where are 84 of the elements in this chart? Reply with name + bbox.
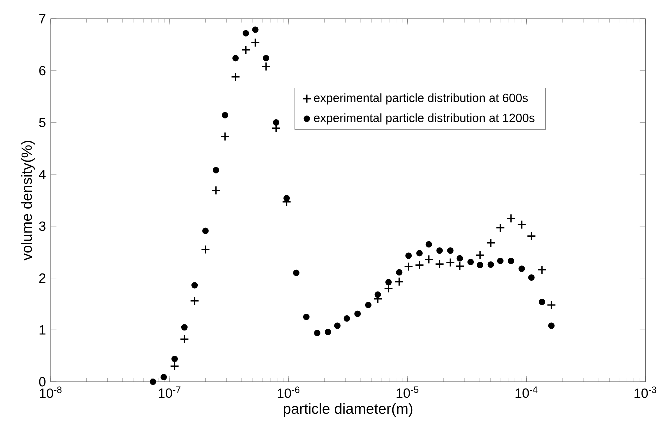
point [497, 258, 504, 264]
point [190, 296, 200, 306]
point [250, 38, 260, 48]
legend-label: experimental particle distribution at 600s [314, 94, 528, 105]
point [192, 282, 198, 289]
point [374, 292, 382, 298]
point [273, 120, 280, 126]
y-tick-label: 6 [40, 66, 46, 76]
point [477, 262, 484, 269]
point [426, 241, 432, 248]
point [526, 232, 536, 241]
point [181, 324, 188, 331]
point [170, 362, 180, 372]
point [508, 258, 514, 264]
point [468, 259, 474, 266]
point [394, 277, 404, 287]
point [222, 112, 228, 119]
point [201, 245, 210, 254]
x-tick-label: 10$^{-5}$ [396, 386, 419, 398]
point [212, 186, 221, 196]
point [231, 72, 240, 82]
point [528, 274, 535, 281]
point [354, 310, 362, 318]
y-tick-label: 4 [39, 170, 46, 180]
x-tick-label: 10$^{-8}$ [40, 386, 62, 398]
point [160, 374, 168, 381]
point [172, 356, 178, 362]
point [488, 262, 494, 268]
point [496, 223, 506, 233]
point [546, 300, 556, 310]
point [384, 284, 394, 294]
point [415, 260, 424, 270]
x-tick-label: 10$^{-3}$ [634, 386, 656, 398]
point [435, 260, 445, 269]
point [386, 279, 392, 286]
y-tick-label: 1 [40, 326, 46, 335]
point [303, 314, 310, 320]
point [396, 269, 403, 276]
point [202, 228, 209, 234]
point [539, 298, 546, 306]
point [424, 254, 434, 264]
point [406, 252, 412, 260]
point [314, 330, 321, 336]
y-axis-title: volume density(%) [21, 141, 36, 261]
point [324, 329, 332, 336]
point [365, 302, 372, 308]
point [446, 258, 456, 268]
point [436, 248, 444, 254]
point [263, 55, 270, 62]
x-tick-label: 10$^{-7}$ [159, 386, 181, 398]
y-tick-label: 3 [39, 222, 46, 232]
point [518, 266, 526, 272]
y-tick-label: 7 [40, 14, 46, 24]
point [284, 195, 290, 202]
point [150, 378, 156, 386]
point [232, 55, 239, 62]
point [293, 270, 300, 276]
point [242, 30, 250, 37]
point [344, 316, 350, 322]
point [213, 167, 220, 174]
y-tick-label: 0 [39, 377, 46, 387]
x-tick-label: 10$^{-4}$ [516, 386, 538, 398]
point [455, 262, 465, 272]
point [416, 250, 423, 257]
y-tick-label: 5 [39, 118, 46, 128]
point [506, 214, 516, 224]
point [180, 334, 190, 344]
point [456, 255, 464, 262]
point [262, 62, 271, 72]
point [220, 132, 230, 142]
point [447, 248, 454, 254]
point [252, 26, 259, 34]
point [334, 322, 341, 330]
point [538, 265, 547, 275]
point [241, 45, 251, 55]
point [476, 250, 485, 260]
x-tick-label: 10$^{-6}$ [278, 386, 300, 398]
legend-label: experimental particle distribution at 1200s [314, 114, 535, 125]
point [486, 238, 496, 248]
point [404, 262, 414, 272]
x-axis-title: particle diameter(m) [284, 403, 413, 418]
y-tick-label: 2 [40, 274, 46, 283]
point [548, 322, 555, 330]
point [517, 220, 527, 230]
